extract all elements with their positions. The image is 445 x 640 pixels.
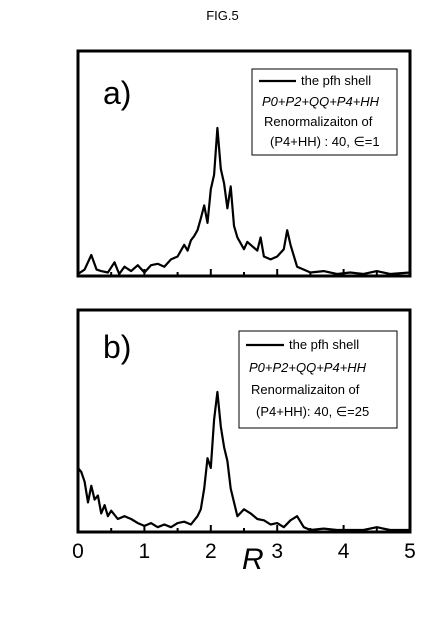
panel-b-legend-line3: Renormalizaiton of [251, 382, 360, 397]
figure-title: FIG.5 [206, 8, 239, 23]
panel-b-legend-line4: (P4+HH): 40, ∈=25 [256, 404, 369, 419]
panel-b-series-line [77, 390, 410, 532]
panel-b-legend: the pfh shell P0+P2+QQ+P4+HH Renormaliza… [238, 330, 398, 429]
panel-a-legend-line2: P0+P2+QQ+P4+HH [262, 94, 380, 109]
panel-b-legend-line2: P0+P2+QQ+P4+HH [249, 360, 367, 375]
panel-b: b) the pfh shell P0+P2+QQ+P4+HH Renormal… [76, 308, 412, 534]
x-tick-labels: 0 1 2 3 4 5 [72, 540, 416, 563]
panel-a: a) the pfh shell P0+P2+QQ+P4+HH Renormal… [76, 49, 412, 278]
panel-b-legend-box [238, 330, 398, 429]
x-tick-label: 3 [271, 540, 283, 563]
x-tick-label: 5 [404, 540, 416, 563]
panel-a-series-line [77, 126, 411, 276]
x-tick-label: 1 [139, 540, 151, 563]
x-tick-label: 0 [72, 540, 84, 563]
panel-a-legend-box [251, 68, 398, 156]
x-axis-label: R [242, 543, 264, 576]
panel-a-label: a) [103, 75, 131, 111]
panel-b-label: b) [103, 329, 131, 365]
panel-a-legend-line1: the pfh shell [301, 73, 371, 88]
x-tick-label: 4 [338, 540, 350, 563]
panel-b-legend-line1: the pfh shell [289, 337, 359, 352]
panel-a-legend: the pfh shell P0+P2+QQ+P4+HH Renormaliza… [251, 68, 398, 156]
panel-a-legend-line3: Renormalizaiton of [264, 114, 373, 129]
panel-a-legend-line4: (P4+HH) : 40, ∈=1 [270, 134, 380, 149]
x-tick-label: 2 [205, 540, 217, 563]
